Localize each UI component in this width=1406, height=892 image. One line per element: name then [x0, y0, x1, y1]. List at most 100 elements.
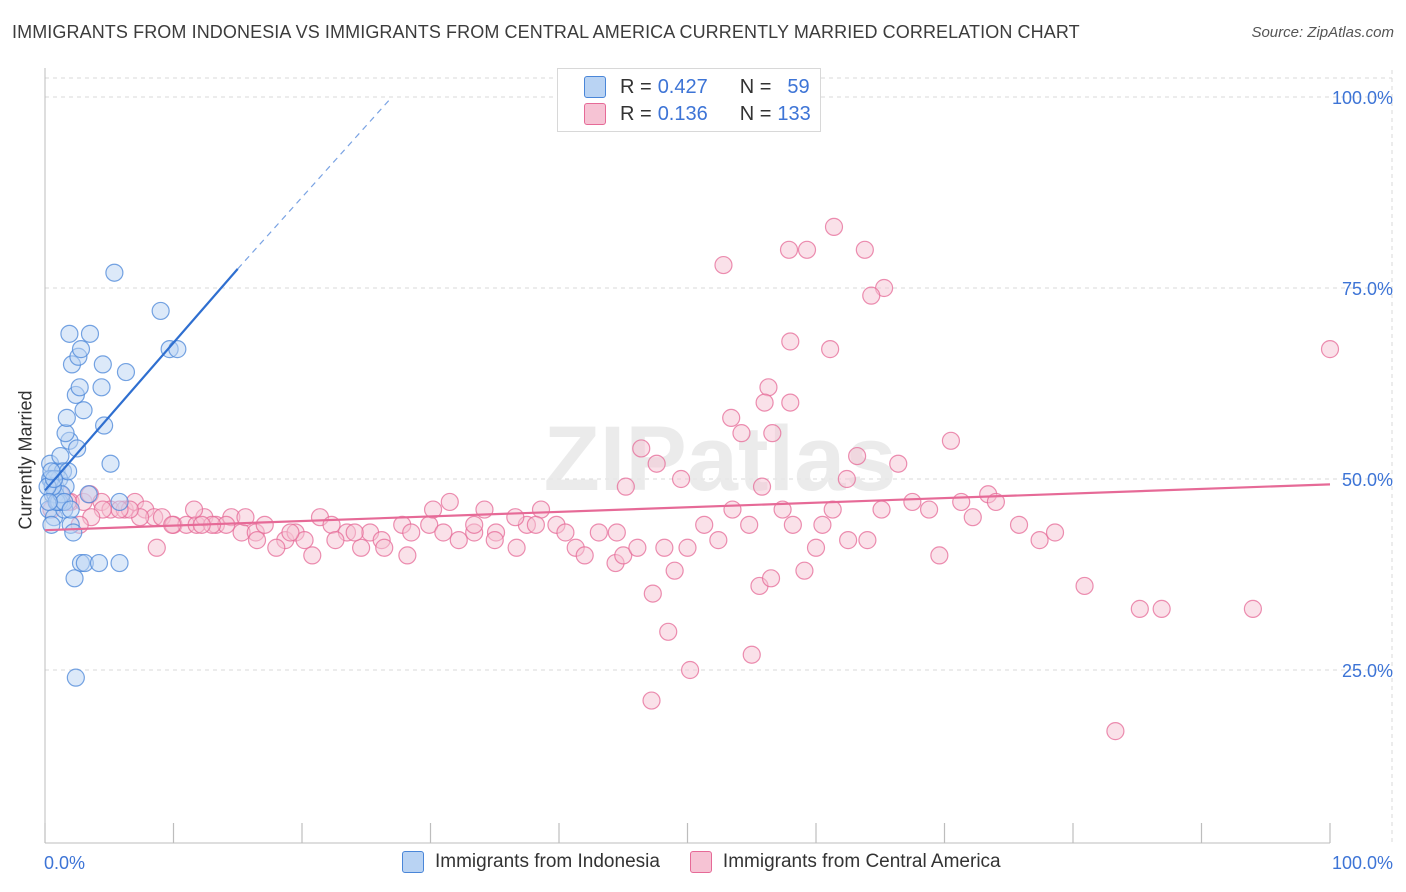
point-central-america	[647, 454, 666, 473]
point-central-america	[889, 454, 908, 473]
legend-label-central-america: Immigrants from Central America	[722, 851, 1001, 872]
point-indonesia	[93, 355, 112, 374]
point-central-america	[903, 492, 922, 512]
point-central-america	[628, 538, 647, 557]
point-central-america	[1009, 515, 1029, 534]
y-tick-label: 50.0%	[1342, 470, 1393, 490]
point-central-america	[781, 393, 800, 412]
point-central-america	[531, 500, 551, 519]
point-central-america	[665, 561, 684, 580]
point-central-america	[659, 622, 678, 641]
point-central-america	[440, 492, 459, 512]
point-indonesia	[68, 439, 87, 458]
point-central-america	[952, 492, 971, 512]
series-indonesia	[38, 263, 187, 687]
legend-row-indonesia: R = 0.427 N = 59	[584, 74, 810, 100]
point-central-america	[507, 538, 526, 557]
legend-r-value: 0.427	[657, 75, 708, 98]
legend-n-label: N =	[739, 102, 772, 125]
point-central-america	[632, 439, 651, 458]
trendlines	[44, 96, 1331, 532]
point-central-america	[722, 408, 741, 427]
legend-r-value: 0.136	[657, 102, 708, 125]
point-indonesia	[61, 500, 80, 519]
point-central-america	[575, 546, 594, 565]
point-central-america	[824, 217, 844, 236]
point-central-america	[742, 645, 761, 664]
point-central-america	[779, 240, 799, 259]
point-central-america	[1075, 576, 1094, 596]
point-indonesia	[70, 378, 89, 397]
point-central-america	[1045, 523, 1065, 542]
y-tick-label: 75.0%	[1342, 279, 1393, 299]
legend-r-label: R =	[620, 102, 652, 125]
point-central-america	[773, 500, 792, 519]
point-central-america	[1030, 531, 1049, 550]
x-tick-label: 0.0%	[44, 853, 85, 873]
point-central-america	[267, 538, 286, 557]
point-indonesia	[168, 340, 187, 359]
point-indonesia	[89, 553, 109, 573]
legend-swatch-pink	[584, 103, 606, 125]
point-central-america	[184, 500, 204, 519]
legend-label-indonesia: Immigrants from Indonesia	[435, 851, 660, 872]
trendline-indonesia-extension	[237, 96, 393, 270]
axes	[44, 68, 1331, 844]
point-central-america	[797, 240, 817, 259]
point-central-america	[526, 515, 545, 534]
point-central-america	[872, 500, 891, 519]
point-indonesia	[51, 446, 70, 466]
point-central-america	[281, 523, 300, 542]
point-central-america	[823, 500, 842, 519]
point-indonesia	[79, 485, 98, 504]
point-indonesia	[110, 553, 129, 573]
point-indonesia	[66, 668, 85, 687]
point-indonesia	[116, 362, 136, 382]
point-central-america	[465, 515, 484, 534]
point-indonesia	[110, 492, 129, 512]
point-indonesia	[64, 523, 83, 542]
point-central-america	[236, 508, 255, 527]
point-central-america	[963, 508, 982, 527]
point-central-america	[919, 500, 939, 519]
point-central-america	[755, 393, 774, 412]
point-central-america	[326, 531, 345, 550]
y-tick-label: 100.0%	[1332, 88, 1393, 108]
point-indonesia	[105, 263, 124, 282]
point-central-america	[781, 332, 800, 351]
point-indonesia	[101, 454, 120, 473]
point-central-america	[930, 546, 949, 565]
point-central-america	[806, 538, 826, 557]
point-central-america	[678, 538, 697, 557]
point-central-america	[839, 531, 858, 550]
correlation-legend: R = 0.427 N = 59 R = 0.136 N = 133	[557, 68, 821, 132]
point-central-america	[986, 492, 1006, 512]
point-central-america	[345, 523, 364, 542]
y-axis-label: Currently Married	[15, 390, 36, 530]
point-indonesia	[57, 408, 76, 427]
source-credit: Source: ZipAtlas.com	[1251, 24, 1394, 41]
series-legend: Immigrants from Indonesia Immigrants fro…	[402, 851, 1031, 873]
legend-n-value: 59	[787, 75, 810, 98]
point-indonesia	[71, 340, 91, 359]
legend-item-central-america[interactable]: Immigrants from Central America	[689, 851, 1001, 873]
point-central-america	[255, 515, 274, 534]
point-central-america	[643, 584, 662, 603]
legend-n-label: N =	[739, 75, 772, 98]
point-central-america	[759, 378, 778, 397]
y-tick-label: 25.0%	[1342, 661, 1393, 681]
point-indonesia	[60, 324, 79, 343]
point-central-america	[680, 660, 700, 680]
point-central-america	[740, 515, 759, 534]
point-central-america	[147, 538, 166, 557]
point-indonesia	[42, 462, 61, 481]
legend-swatch-pink	[689, 851, 712, 873]
chart-title: IMMIGRANTS FROM INDONESIA VS IMMIGRANTS …	[12, 22, 1080, 42]
point-central-america	[695, 515, 714, 534]
legend-swatch-blue	[402, 851, 424, 873]
point-indonesia	[74, 401, 93, 420]
legend-item-indonesia[interactable]: Immigrants from Indonesia	[402, 851, 660, 873]
point-central-america	[1130, 599, 1149, 618]
point-central-america	[398, 546, 417, 565]
